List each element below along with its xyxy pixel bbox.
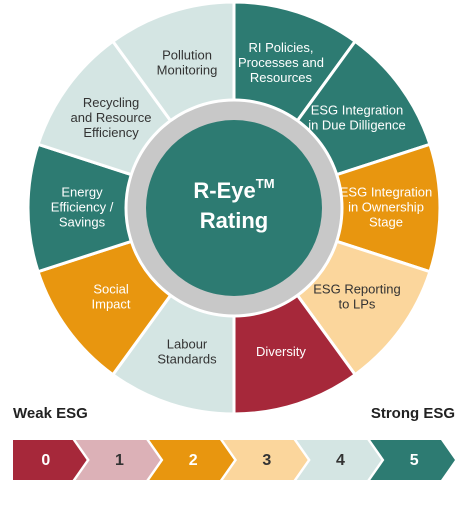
scale-chevron [75, 440, 161, 480]
scale-chevron [13, 440, 87, 480]
segment-label: ESG Reporting [313, 281, 400, 296]
segment-label: Efficiency [83, 125, 139, 140]
segment-label: RI Policies, [248, 40, 313, 55]
center-title-tm: TM [256, 176, 275, 191]
segment-label: Social [93, 281, 129, 296]
scale-step: 3 [262, 452, 271, 469]
segment-label: ESG Integration [340, 184, 433, 199]
segment-label: to LPs [339, 296, 376, 311]
segment-label: Resources [250, 70, 313, 85]
scale-chevron [370, 440, 455, 480]
segment-label: Efficiency / [51, 199, 114, 214]
segment-label: Energy [61, 184, 103, 199]
segment-label: Diversity [256, 344, 306, 359]
segment-label: and Resource [71, 110, 152, 125]
scale-step: 0 [41, 452, 50, 469]
segment-label: Monitoring [157, 62, 218, 77]
scale-step: 4 [336, 452, 345, 469]
scale-step: 1 [115, 452, 124, 469]
segment-label: in Due Dilligence [308, 118, 406, 133]
scale-step: 2 [189, 452, 198, 469]
scale-chevron [296, 440, 382, 480]
segment-label: Savings [59, 214, 106, 229]
segment-label: Impact [92, 296, 131, 311]
segment-label: in Ownership [348, 199, 424, 214]
scale-step: 5 [410, 452, 419, 469]
segment-label: Standards [157, 351, 217, 366]
scale-chevron [223, 440, 308, 480]
center-title: R-EyeTM [193, 176, 274, 202]
segment-label: Processes and [238, 55, 324, 70]
segment-label: Recycling [83, 95, 139, 110]
weak-label: Weak ESG [13, 405, 88, 422]
segment-label: Labour [167, 336, 208, 351]
strong-label: Strong ESG [371, 405, 455, 422]
scale-chevron [149, 440, 234, 480]
center-subtitle: Rating [200, 208, 268, 233]
center-disc [146, 120, 322, 296]
segment-label: Stage [369, 214, 403, 229]
segment-label: ESG Integration [311, 103, 404, 118]
center-title-main: R-Eye [193, 178, 255, 203]
segment-label: Pollution [162, 47, 212, 62]
